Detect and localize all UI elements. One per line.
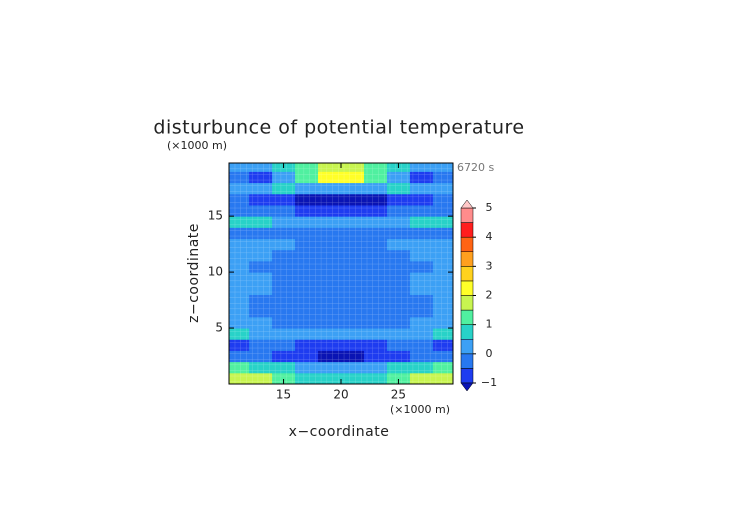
colorbar-segment (460, 280, 474, 296)
colorbar-segment (460, 207, 474, 223)
y-tick-label: 5 (215, 321, 223, 335)
x-tick-label: 25 (391, 388, 406, 402)
colorbar-segment (460, 368, 474, 384)
colorbar-tick-label: 2 (486, 289, 493, 302)
colorbar-tick-label: 0 (486, 347, 493, 360)
y-tick-label: 15 (208, 209, 223, 223)
axes: 15 20 25 5 10 15 (208, 163, 453, 402)
colorbar-segment (460, 236, 474, 253)
colorbar-tick-label: −1 (481, 376, 497, 389)
y-unit: (×1000 m) (167, 139, 227, 152)
colorbar-segment (460, 266, 474, 282)
x-tick-label: 20 (333, 388, 348, 402)
colorbar: −1 0 1 2 3 4 5 (460, 199, 497, 392)
colorbar-segment (460, 353, 474, 369)
colorbar-segment (460, 222, 474, 238)
mesh (229, 163, 453, 384)
x-axis-label: x−coordinate (289, 424, 390, 440)
colorbar-segment (460, 309, 474, 325)
colorbar-tick-label: 4 (486, 230, 493, 243)
x-unit: (×1000 m) (390, 403, 450, 416)
colorbar-tick-label: 3 (486, 259, 493, 272)
colorbar-over (460, 199, 474, 209)
time-label: 6720 s (457, 161, 494, 174)
y-axis-label: z−coordinate (186, 223, 202, 323)
colorbar-segment (460, 324, 474, 340)
colorbar-tick-label: 1 (486, 318, 493, 331)
chart-title: disturbunce of potential temperature (153, 117, 524, 139)
y-tick-label: 10 (208, 265, 223, 279)
colorbar-under (460, 382, 474, 392)
colorbar-segment (460, 339, 474, 355)
colorbar-segment (460, 251, 474, 267)
colorbar-segment (460, 295, 474, 311)
x-tick-label: 15 (276, 388, 291, 402)
colorbar-tick-label: 5 (486, 201, 493, 214)
